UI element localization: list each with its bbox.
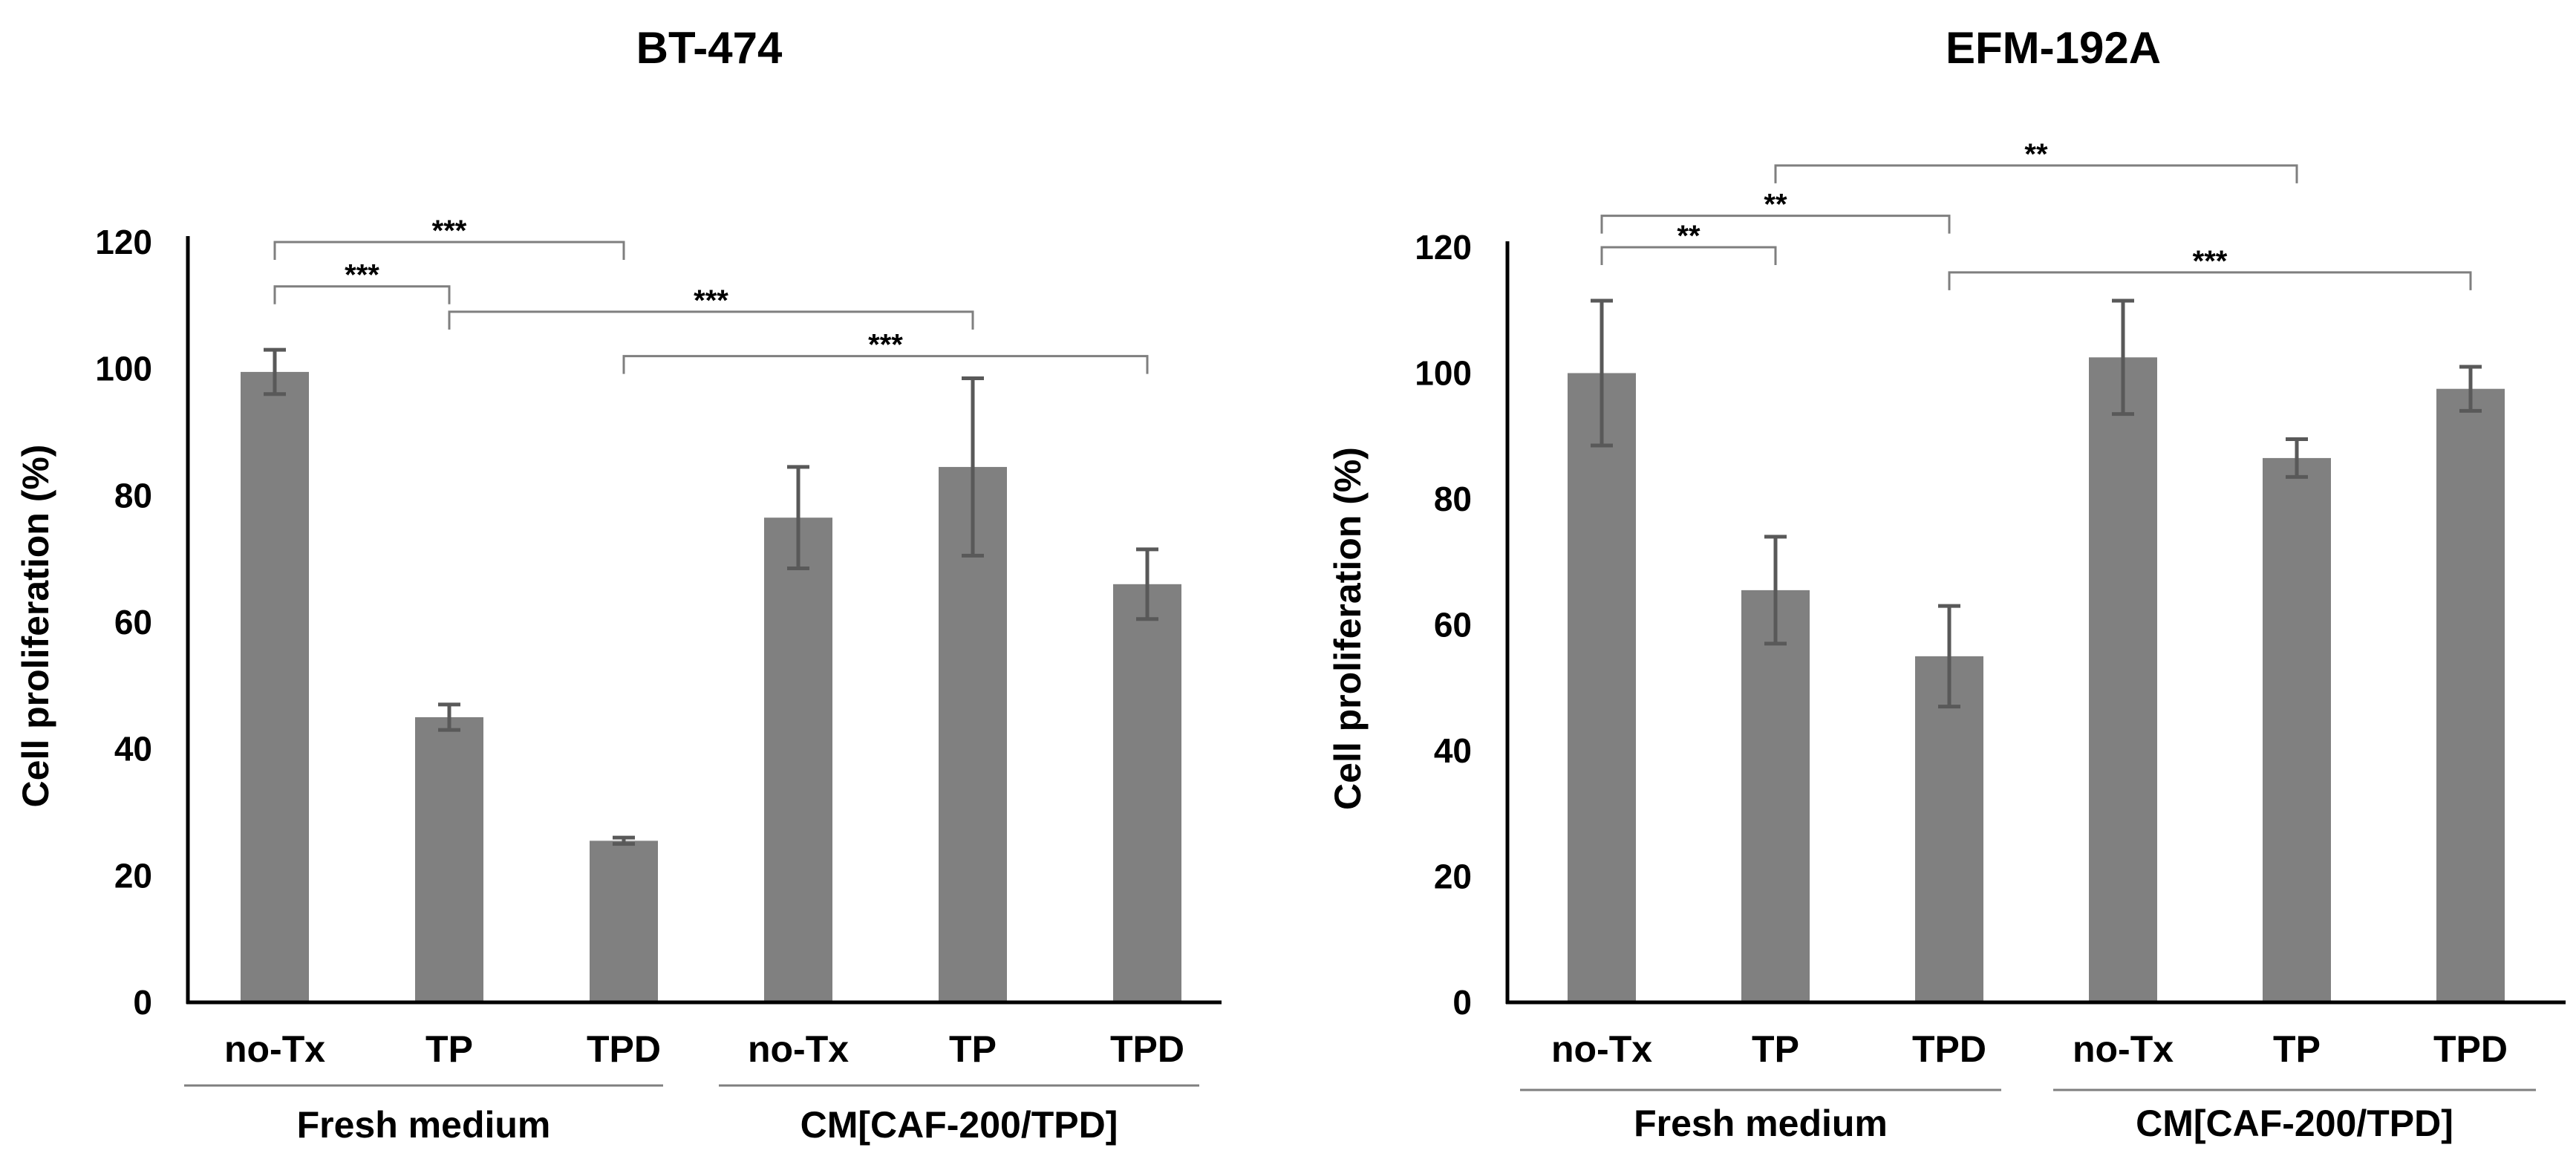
bar-2: [1915, 656, 1983, 1002]
error-bar-1: [1764, 535, 1787, 646]
significance-label-3: ***: [2193, 245, 2228, 278]
y-tick-label: 100: [1415, 354, 1472, 393]
y-tick-label: 60: [1434, 606, 1472, 644]
error-bar-5: [1136, 547, 1158, 621]
significance-bracket-0: [273, 241, 625, 260]
bracket-line: [622, 355, 1149, 374]
significance-bracket-3: [622, 355, 1149, 374]
error-bar-0: [264, 347, 286, 396]
y-tick-label: 100: [95, 350, 152, 388]
bar-0: [1568, 373, 1636, 1002]
chart-efm192a: EFM-192A Cell proliferation (%) 0 20 40 60 80 1…: [1327, 23, 2566, 1144]
significance-bracket-3: [1948, 271, 2472, 290]
category-label-1: TP: [1752, 1028, 1799, 1070]
y-tick-label: 80: [1434, 480, 1472, 518]
bar-1: [415, 717, 483, 1002]
significance-label-0: **: [2024, 138, 2048, 171]
bracket-line: [1948, 271, 2472, 290]
bar-5: [1113, 584, 1181, 1002]
bracket-line: [1600, 246, 1777, 265]
bracket-line: [1774, 164, 2298, 183]
category-label-0: no-Tx: [224, 1028, 325, 1070]
error-bar-4: [2286, 437, 2308, 479]
bar-3: [764, 518, 832, 1002]
group-label-0: Fresh medium: [1634, 1103, 1888, 1144]
category-label-5: TPD: [2433, 1028, 2508, 1070]
bar-3: [2089, 357, 2157, 1002]
bar-2: [590, 840, 658, 1002]
error-bar-5: [2459, 365, 2482, 413]
y-tick-label: 0: [1452, 983, 1472, 1022]
error-bar-2: [1938, 604, 1960, 709]
significance-label-2: ***: [694, 284, 728, 317]
y-tick-label: 80: [114, 476, 152, 515]
bracket-line: [448, 310, 974, 330]
error-bar-3: [787, 465, 809, 570]
significance-label-3: ***: [868, 329, 903, 362]
significance-label-1: **: [1764, 189, 1787, 221]
category-label-4: TP: [949, 1028, 997, 1070]
significance-label-1: ***: [345, 259, 379, 292]
category-label-1: TP: [425, 1028, 473, 1070]
group-label-1: CM[CAF-200/TPD]: [2136, 1103, 2453, 1144]
category-label-2: TPD: [1912, 1028, 1986, 1070]
bracket-line: [273, 241, 625, 260]
significance-label-0: ***: [432, 215, 467, 247]
y-tick-label: 0: [133, 983, 152, 1022]
chart-bt474: BT-474 Cell proliferation (%) 0 20 40 60 80 100…: [15, 23, 1222, 1146]
y-axis-label: Cell proliferation (%): [1327, 447, 1369, 810]
bar-1: [1741, 590, 1810, 1002]
y-tick-label: 60: [114, 603, 152, 641]
significance-label-2: **: [1677, 220, 1701, 252]
bar-4: [2263, 457, 2331, 1002]
y-axis-label: Cell proliferation (%): [15, 445, 56, 808]
bracket-line: [1600, 215, 1951, 234]
group-label-1: CM[CAF-200/TPD]: [800, 1104, 1118, 1146]
group-label-0: Fresh medium: [297, 1104, 551, 1146]
y-tick-label: 120: [95, 223, 152, 261]
error-bar-1: [438, 702, 460, 732]
y-tick-label: 20: [1434, 858, 1472, 896]
category-label-5: TPD: [1110, 1028, 1184, 1070]
chart-title: BT-474: [636, 23, 783, 73]
category-label-3: no-Tx: [2073, 1028, 2174, 1070]
y-tick-label: 20: [114, 856, 152, 895]
significance-bracket-0: [1774, 164, 2298, 183]
category-label-2: TPD: [587, 1028, 661, 1070]
significance-bracket-2: [1600, 246, 1777, 265]
bar-0: [241, 371, 309, 1002]
significance-bracket-2: [448, 310, 974, 330]
chart-title: EFM-192A: [1946, 23, 2161, 73]
bar-5: [2436, 388, 2505, 1002]
significance-bracket-1: [1600, 215, 1951, 234]
category-label-4: TP: [2273, 1028, 2321, 1070]
error-bar-0: [1591, 298, 1613, 448]
category-label-3: no-Tx: [748, 1028, 849, 1070]
y-tick-label: 40: [1434, 731, 1472, 770]
significance-bracket-1: [273, 285, 451, 304]
error-bar-4: [962, 376, 984, 558]
error-bar-3: [2112, 298, 2134, 417]
y-tick-label: 40: [114, 730, 152, 768]
category-label-0: no-Tx: [1551, 1028, 1652, 1070]
y-tick-label: 120: [1415, 228, 1472, 267]
bracket-line: [273, 285, 451, 304]
error-bar-2: [613, 835, 635, 846]
